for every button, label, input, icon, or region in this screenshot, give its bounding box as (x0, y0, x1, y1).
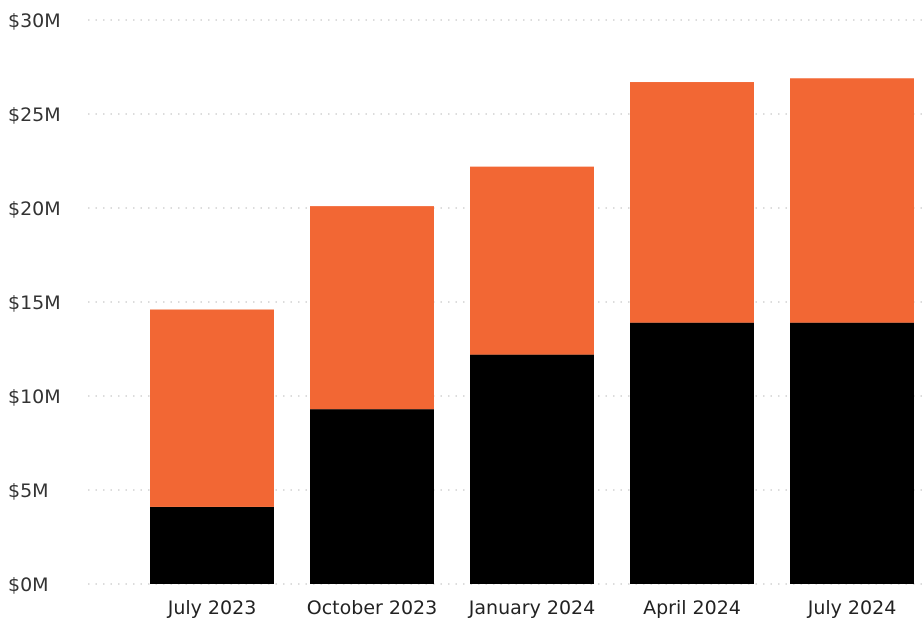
y-tick-label: $30M (8, 10, 61, 32)
bar-segment-black (470, 354, 594, 584)
bar-segment-black (790, 322, 914, 584)
bar-segment-orange (630, 82, 754, 323)
x-tick-label: January 2024 (468, 597, 595, 619)
bar-segment-black (150, 506, 274, 584)
y-tick-label: $10M (8, 386, 61, 408)
y-tick-label: $0M (8, 574, 49, 596)
x-tick-label: July 2023 (167, 597, 257, 619)
y-tick-label: $25M (8, 104, 61, 126)
x-tick-label: July 2024 (807, 597, 897, 619)
x-tick-label: October 2023 (307, 597, 437, 619)
bar-segment-orange (150, 309, 274, 507)
bar-segment-orange (470, 166, 594, 355)
y-tick-label: $20M (8, 198, 61, 220)
bar-segment-orange (310, 206, 434, 410)
bar-segment-orange (790, 78, 914, 323)
y-tick-label: $5M (8, 480, 49, 502)
bar-segment-black (630, 322, 754, 584)
y-tick-label: $15M (8, 292, 61, 314)
bar-segment-black (310, 409, 434, 584)
y-axis-ticks: $0M $5M $10M $15M $20M $25M $30M (8, 10, 61, 596)
bars (150, 78, 914, 584)
x-axis-ticks: July 2023 October 2023 January 2024 April 2… (167, 597, 897, 619)
x-tick-label: April 2024 (643, 597, 741, 619)
